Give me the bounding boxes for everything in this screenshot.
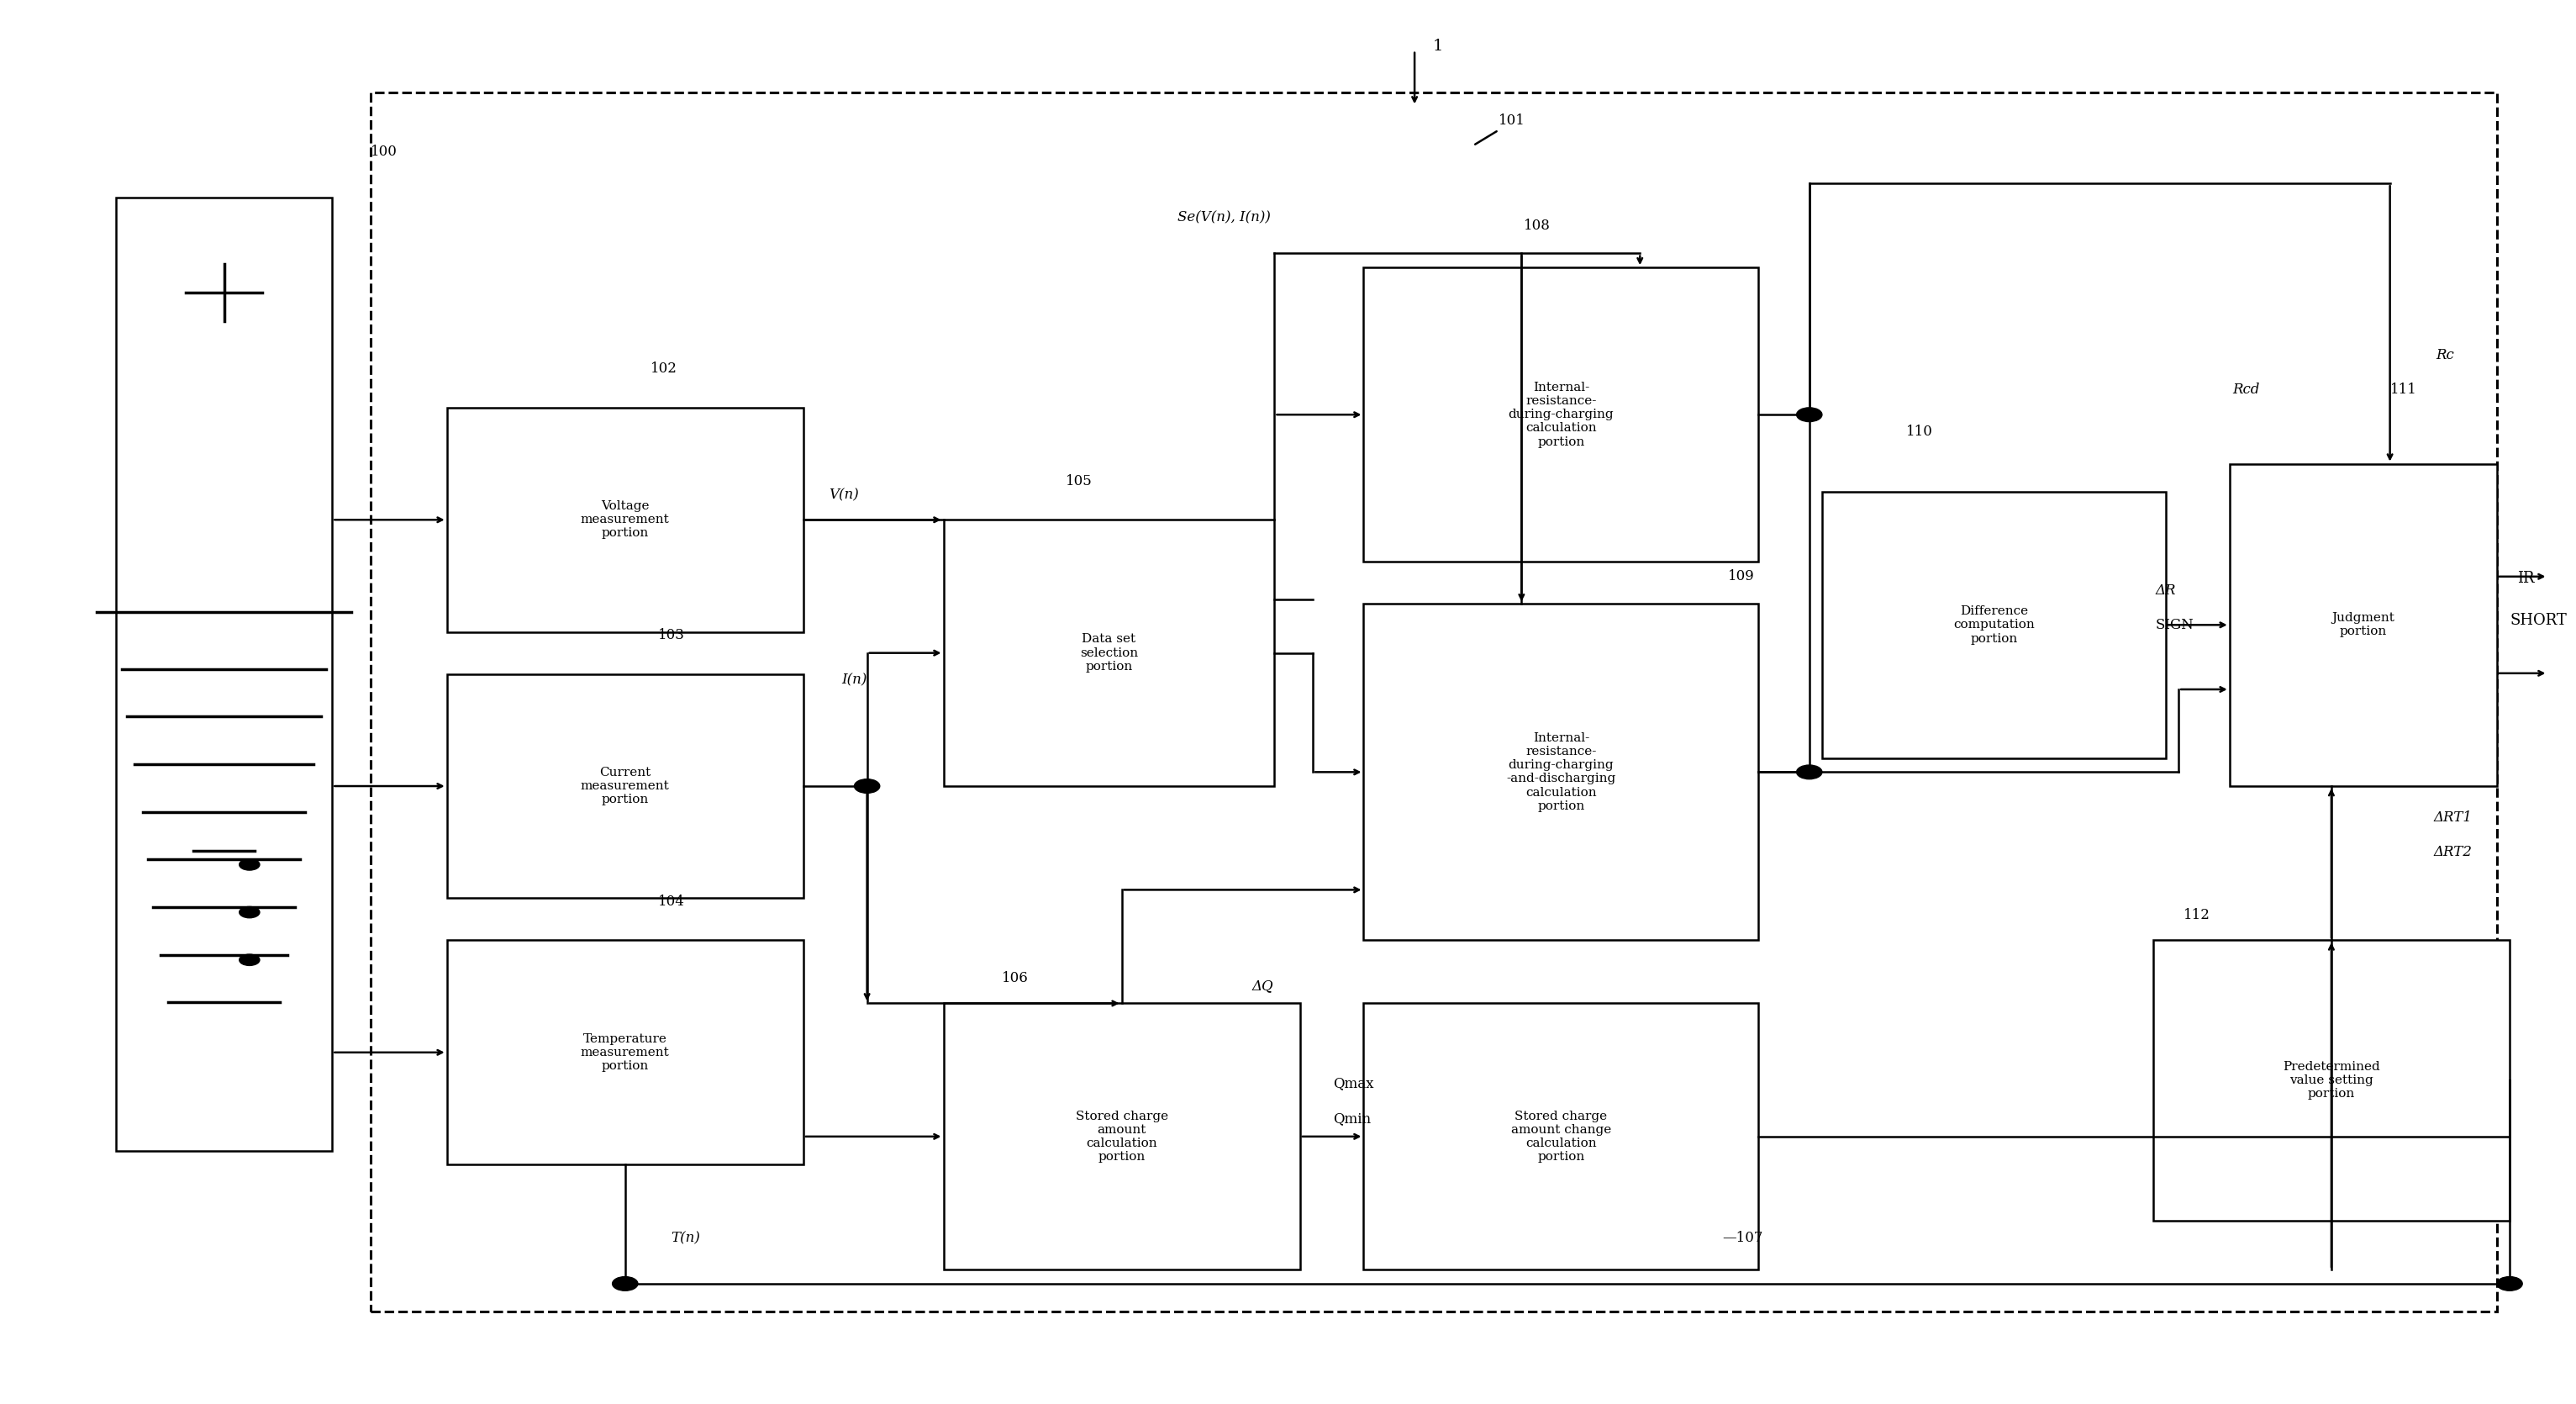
Text: Qmin: Qmin — [1332, 1112, 1370, 1126]
Text: 101: 101 — [1499, 114, 1525, 128]
Text: Se(V(n), I(n)): Se(V(n), I(n)) — [1177, 211, 1270, 225]
Text: Rc: Rc — [2437, 348, 2455, 362]
FancyBboxPatch shape — [943, 1004, 1301, 1269]
Text: 108: 108 — [1525, 219, 1551, 233]
FancyBboxPatch shape — [446, 407, 804, 632]
Text: Internal-
resistance-
during-charging
-and-discharging
calculation
portion: Internal- resistance- during-charging -a… — [1507, 731, 1615, 812]
FancyBboxPatch shape — [1363, 1004, 1759, 1269]
Text: Voltage
measurement
portion: Voltage measurement portion — [580, 500, 670, 539]
Text: Stored charge
amount
calculation
portion: Stored charge amount calculation portion — [1074, 1111, 1167, 1163]
Circle shape — [2496, 1276, 2522, 1290]
Text: 105: 105 — [1066, 473, 1092, 489]
Text: 109: 109 — [1728, 569, 1754, 584]
Text: Temperature
measurement
portion: Temperature measurement portion — [580, 1033, 670, 1071]
Text: 100: 100 — [371, 145, 397, 159]
FancyBboxPatch shape — [2154, 941, 2509, 1220]
Circle shape — [240, 859, 260, 870]
Circle shape — [855, 779, 881, 793]
Circle shape — [1795, 765, 1821, 779]
Text: Judgment
portion: Judgment portion — [2331, 612, 2396, 637]
Text: Rcd: Rcd — [2231, 383, 2259, 397]
Text: SHORT: SHORT — [2509, 614, 2566, 628]
FancyBboxPatch shape — [446, 941, 804, 1164]
Circle shape — [240, 955, 260, 966]
FancyBboxPatch shape — [2228, 463, 2496, 786]
FancyBboxPatch shape — [116, 198, 332, 1150]
Text: Data set
selection
portion: Data set selection portion — [1079, 633, 1139, 673]
Text: I(n): I(n) — [842, 673, 868, 687]
Text: ΔRT1: ΔRT1 — [2434, 810, 2473, 824]
Text: V(n): V(n) — [829, 487, 858, 503]
Text: 111: 111 — [2391, 383, 2416, 397]
Text: 102: 102 — [652, 362, 677, 376]
Text: T(n): T(n) — [670, 1231, 701, 1245]
Text: 110: 110 — [1906, 425, 1932, 439]
Text: 104: 104 — [659, 894, 685, 908]
FancyBboxPatch shape — [1821, 491, 2166, 758]
FancyBboxPatch shape — [446, 674, 804, 899]
Text: 112: 112 — [2184, 908, 2210, 922]
FancyBboxPatch shape — [943, 519, 1275, 786]
Text: Current
measurement
portion: Current measurement portion — [580, 767, 670, 806]
Text: Qmax: Qmax — [1332, 1077, 1373, 1091]
Text: Difference
computation
portion: Difference computation portion — [1953, 605, 2035, 644]
Text: Stored charge
amount change
calculation
portion: Stored charge amount change calculation … — [1512, 1111, 1610, 1163]
Text: ΔRT2: ΔRT2 — [2434, 845, 2473, 859]
Text: —107: —107 — [1723, 1231, 1765, 1245]
Text: 103: 103 — [659, 628, 685, 642]
Circle shape — [240, 907, 260, 918]
Text: 106: 106 — [1002, 972, 1028, 986]
Circle shape — [613, 1276, 639, 1290]
Text: ΔQ: ΔQ — [1252, 979, 1273, 993]
FancyBboxPatch shape — [1363, 268, 1759, 562]
Text: SIGN: SIGN — [2156, 618, 2195, 632]
FancyBboxPatch shape — [1363, 604, 1759, 941]
Text: Internal-
resistance-
during-charging
calculation
portion: Internal- resistance- during-charging ca… — [1507, 382, 1613, 448]
Text: Predetermined
value setting
portion: Predetermined value setting portion — [2282, 1061, 2380, 1099]
Text: ΔR: ΔR — [2156, 583, 2177, 598]
Text: 1: 1 — [1432, 38, 1443, 53]
Text: IR: IR — [2517, 571, 2535, 587]
Circle shape — [1795, 407, 1821, 421]
